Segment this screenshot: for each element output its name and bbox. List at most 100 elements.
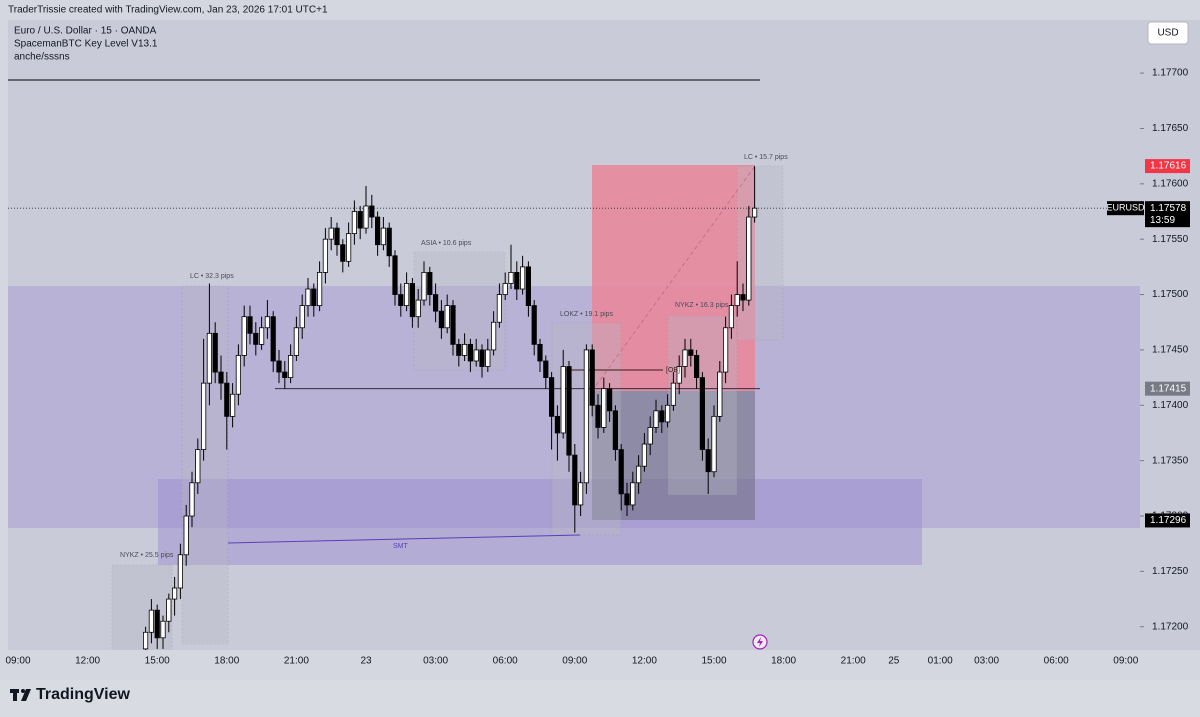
candle-body <box>589 349 595 406</box>
candle-body <box>502 283 508 295</box>
candle-body <box>473 349 479 362</box>
candle-body <box>549 377 555 417</box>
candle-body <box>409 283 416 318</box>
session-box <box>181 285 229 645</box>
price-tag-label: 1.17415 <box>1150 383 1187 394</box>
x-tick-label: 09:00 <box>5 656 30 667</box>
candle-body <box>142 631 149 650</box>
brand-logo <box>10 689 31 701</box>
candle-body <box>171 587 178 600</box>
price-axis <box>1140 20 1200 650</box>
candle-body <box>508 272 514 284</box>
candle-body <box>723 327 729 373</box>
x-tick-label: 01:00 <box>928 656 953 667</box>
y-tick-label: 1.17700 <box>1152 68 1189 79</box>
candle-body <box>166 598 172 622</box>
candle-body <box>206 332 212 384</box>
symbol-tag <box>1107 201 1144 216</box>
y-tick-label: 1.17350 <box>1152 455 1189 466</box>
x-tick-label: 15:00 <box>701 656 726 667</box>
symbol-label: EURUSD <box>1106 203 1145 213</box>
price-tag <box>1145 513 1190 528</box>
candle-body <box>514 272 520 290</box>
ob-label: [OB] <box>666 367 680 374</box>
x-tick-label: 15:00 <box>145 656 170 667</box>
x-tick-label: 06:00 <box>1044 656 1069 667</box>
candle-body <box>270 316 276 362</box>
candle-body <box>676 366 682 384</box>
candle-body <box>351 211 358 235</box>
candle-body <box>200 382 207 450</box>
indicator-name: SpacemanBTC Key Level V13.1 <box>14 39 158 50</box>
candle-body <box>212 332 218 373</box>
candle-body <box>647 427 653 445</box>
candle-body <box>357 211 363 229</box>
candle-body <box>345 233 352 262</box>
candle-body <box>717 371 723 417</box>
price-tag-label: 1.17296 <box>1150 515 1187 526</box>
x-tick-label: 12:00 <box>632 656 657 667</box>
candle-body <box>461 343 468 356</box>
y-tick-label: 1.17550 <box>1152 234 1189 245</box>
y-tick-label: 1.17400 <box>1152 400 1189 411</box>
candle-body <box>746 216 752 301</box>
candle-body <box>369 205 375 218</box>
candle-body <box>311 288 317 307</box>
y-tick-label: 1.17200 <box>1152 621 1189 632</box>
candle-body <box>415 299 421 318</box>
credit: TraderTrissie created with TradingView.c… <box>8 5 328 16</box>
candle-body <box>740 294 746 301</box>
candle-body <box>421 272 427 301</box>
candle-body <box>566 366 572 456</box>
candle-body <box>728 305 735 329</box>
candle-body <box>328 227 334 240</box>
candle-body <box>218 371 224 384</box>
candle-body <box>224 382 230 417</box>
session-label: LOKZ • 19.1 pips <box>560 311 614 318</box>
candle-body <box>253 332 259 345</box>
candle-body <box>624 493 630 506</box>
candle-body <box>282 371 288 378</box>
candle-body <box>734 294 740 307</box>
candle-body <box>496 294 503 323</box>
candle-body <box>229 393 236 417</box>
x-tick-label: 12:00 <box>75 656 100 667</box>
x-tick-label: 21:00 <box>841 656 866 667</box>
candle-body <box>334 227 340 246</box>
candle-body <box>189 482 195 517</box>
candle-body <box>601 388 607 428</box>
y-tick-label: 1.17600 <box>1152 178 1189 189</box>
x-tick-label: 03:00 <box>423 656 448 667</box>
candle-body <box>160 620 166 639</box>
candle-body <box>467 343 474 362</box>
currency-label[interactable]: USD <box>1157 28 1178 39</box>
candle-body <box>398 294 404 307</box>
candle-body <box>154 609 160 639</box>
candle-body <box>264 316 271 329</box>
price-tag-label: 1.17578 <box>1150 203 1187 214</box>
candle-body <box>653 410 659 428</box>
indicator-name: anche/sssns <box>14 52 70 63</box>
candle-body <box>578 482 584 506</box>
price-tag <box>1145 201 1190 228</box>
candle-body <box>299 305 305 329</box>
candle-body <box>699 377 706 450</box>
candle-body <box>444 305 450 329</box>
currency-button[interactable] <box>1147 21 1189 45</box>
candle-body <box>479 349 485 367</box>
candle-body <box>485 349 491 367</box>
zone <box>158 479 922 565</box>
candle-body <box>380 227 387 246</box>
session-box <box>736 165 784 341</box>
x-tick-label: 23 <box>360 656 372 667</box>
x-tick-label: 06:00 <box>493 656 518 667</box>
x-tick-label: 25 <box>888 656 900 667</box>
candle-body <box>572 454 578 506</box>
candle-body <box>183 515 189 556</box>
candle-body <box>287 355 294 378</box>
candle-body <box>554 415 561 434</box>
candle-body <box>543 360 549 378</box>
candle-body <box>694 355 700 378</box>
candle-body <box>688 349 694 356</box>
candle-body <box>316 272 323 307</box>
